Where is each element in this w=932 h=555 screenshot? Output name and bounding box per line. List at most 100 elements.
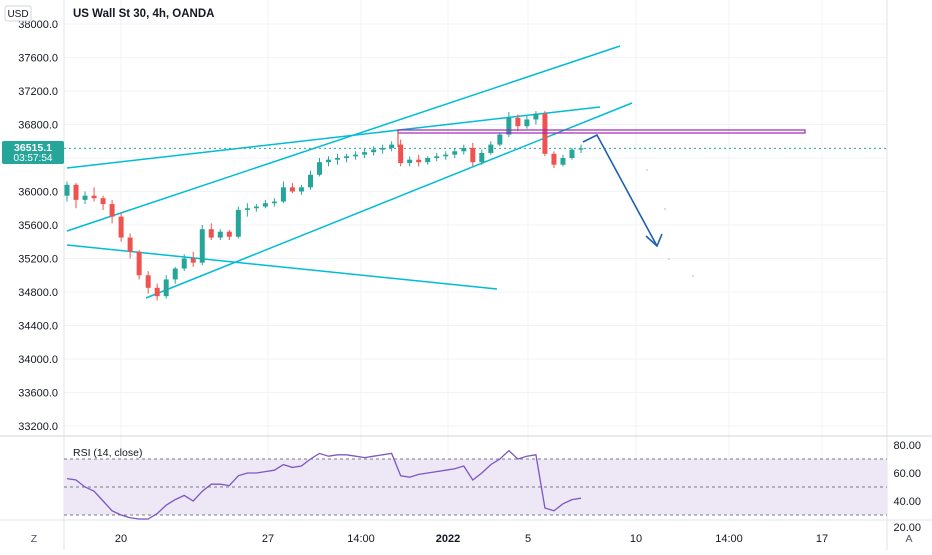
candle-body: [326, 159, 332, 163]
trendline-upper-flat[interactable]: [66, 106, 601, 169]
candle-body: [217, 231, 223, 238]
candle-body: [542, 113, 548, 154]
candle-body: [371, 149, 377, 153]
price-tick-label: 35200.0: [18, 254, 58, 266]
candle-body: [154, 287, 160, 297]
price-tick-label: 35600.0: [18, 220, 58, 232]
grid: [64, 0, 887, 520]
price-tick-label: 34000.0: [18, 354, 58, 366]
candle-body: [398, 144, 404, 164]
candle-body: [407, 159, 413, 164]
candle-body: [100, 198, 106, 205]
rsi-axis: 80.00 60.00 40.00 20.00: [893, 440, 921, 534]
candle-body: [262, 203, 268, 207]
rsi-band: [64, 459, 887, 515]
time-tick-label: 20: [115, 533, 127, 545]
candle-body: [307, 174, 313, 188]
price-tick-label: 34400.0: [18, 321, 58, 333]
candle-body: [335, 158, 341, 160]
arrow-head: [645, 233, 663, 248]
candle-body: [353, 154, 359, 157]
rsi-label: RSI (14, close): [73, 447, 142, 459]
candle-body: [208, 229, 214, 238]
candle-body: [344, 156, 350, 158]
time-tick-label: 17: [816, 533, 828, 545]
resistance-zone[interactable]: [397, 129, 806, 134]
candle-body: [524, 119, 530, 127]
candle-body: [551, 153, 557, 165]
candle-body: [389, 144, 395, 148]
candle-body: [461, 147, 467, 152]
time-axis[interactable]: 20 27 14:00 2022 5 10 14:00 17: [115, 533, 828, 545]
price-badge: 36515.1 03:57:54: [2, 141, 64, 164]
arrow-path: [582, 133, 658, 247]
candle-body: [497, 134, 503, 145]
rsi-tick-label: 60.00: [893, 468, 921, 480]
candle-body: [82, 195, 88, 200]
price-tick-label: 33200.0: [18, 421, 58, 433]
dot: [668, 258, 670, 260]
candle-body: [316, 162, 322, 175]
candle-body: [109, 204, 115, 217]
currency-box[interactable]: [4, 5, 32, 22]
candle-body: [488, 144, 494, 153]
candle-body: [578, 148, 584, 150]
trendlines[interactable]: [66, 45, 633, 299]
candle-body: [253, 206, 259, 209]
zoom-button[interactable]: Z: [31, 533, 38, 545]
candle-body: [452, 151, 458, 155]
price-tick-label: 36800.0: [18, 120, 58, 132]
candle-body: [569, 149, 575, 158]
candle-body: [118, 216, 124, 238]
channel-lower-line[interactable]: [145, 102, 633, 299]
candle-body: [73, 184, 79, 200]
candle-body: [64, 184, 70, 196]
price-badge-price: 36515.1: [14, 142, 52, 154]
candle-body: [235, 209, 241, 237]
dot: [664, 208, 666, 210]
dot: [692, 275, 694, 277]
candle-body: [380, 147, 386, 150]
candle-body: [298, 187, 304, 192]
rsi-tick-label: 80.00: [893, 440, 921, 452]
candle-body: [289, 187, 295, 192]
currency-label: USD: [7, 9, 28, 20]
time-tick-label: 2022: [436, 533, 460, 545]
candle-body: [163, 279, 169, 297]
rsi-tick-label: 20.00: [893, 522, 921, 534]
price-badge-bg: [2, 141, 64, 164]
projection-arrow[interactable]: [582, 133, 663, 248]
candle-body: [145, 275, 151, 288]
candle-body: [226, 231, 232, 237]
candle-body: [172, 268, 178, 280]
price-badge-countdown: 03:57:54: [14, 153, 53, 164]
candle-body: [425, 158, 431, 163]
scatter-dots: [646, 169, 694, 277]
price-tick-label: 36000.0: [18, 187, 58, 199]
price-tick-label: 34800.0: [18, 287, 58, 299]
price-tick-label: 38000.0: [18, 19, 58, 31]
candle-body: [244, 208, 250, 210]
candle-body: [199, 229, 205, 263]
rsi-tick-label: 40.00: [893, 496, 921, 508]
auto-scale-button[interactable]: A: [905, 533, 912, 545]
candle-body: [190, 258, 196, 263]
price-axis[interactable]: 38000.037600.037200.036800.036400.036000…: [18, 19, 58, 433]
candle-body: [362, 152, 368, 155]
rsi-levels: [64, 458, 887, 516]
candle-body: [416, 159, 422, 163]
time-tick-label: 27: [262, 533, 274, 545]
time-tick-label: 14:00: [715, 533, 743, 545]
candle-body: [515, 117, 521, 127]
channel-upper-line[interactable]: [66, 45, 621, 232]
candle-body: [470, 147, 476, 163]
candle-body: [280, 187, 286, 202]
candle-body: [479, 152, 485, 163]
candles: [64, 111, 584, 301]
price-tick-label: 33600.0: [18, 388, 58, 400]
candle-body: [506, 117, 512, 135]
candle-body: [560, 158, 566, 165]
candle-body: [136, 251, 142, 276]
